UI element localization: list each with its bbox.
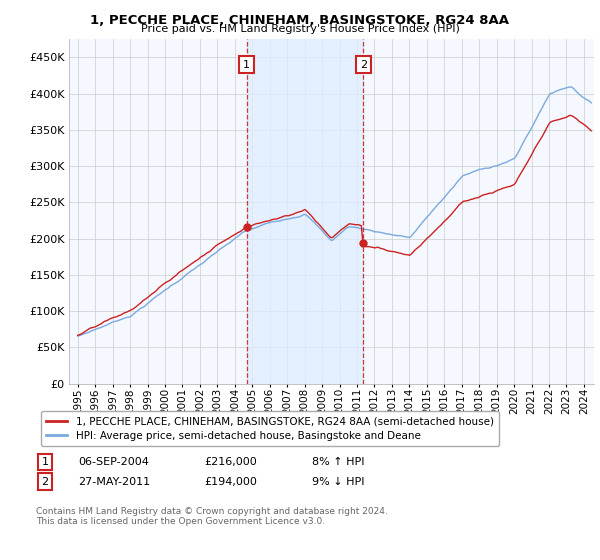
Legend: 1, PECCHE PLACE, CHINEHAM, BASINGSTOKE, RG24 8AA (semi-detached house), HPI: Ave: 1, PECCHE PLACE, CHINEHAM, BASINGSTOKE, … bbox=[41, 411, 499, 446]
Text: 27-MAY-2011: 27-MAY-2011 bbox=[78, 477, 150, 487]
Text: Price paid vs. HM Land Registry's House Price Index (HPI): Price paid vs. HM Land Registry's House … bbox=[140, 24, 460, 34]
Text: Contains HM Land Registry data © Crown copyright and database right 2024.
This d: Contains HM Land Registry data © Crown c… bbox=[36, 507, 388, 526]
Text: 1: 1 bbox=[41, 457, 49, 467]
Text: 1, PECCHE PLACE, CHINEHAM, BASINGSTOKE, RG24 8AA: 1, PECCHE PLACE, CHINEHAM, BASINGSTOKE, … bbox=[91, 14, 509, 27]
Text: 1: 1 bbox=[243, 59, 250, 69]
Text: 9% ↓ HPI: 9% ↓ HPI bbox=[312, 477, 365, 487]
Bar bbox=[247, 39, 364, 384]
Text: 06-SEP-2004: 06-SEP-2004 bbox=[78, 457, 149, 467]
Text: 2: 2 bbox=[41, 477, 49, 487]
Text: 8% ↑ HPI: 8% ↑ HPI bbox=[312, 457, 365, 467]
Text: 2: 2 bbox=[360, 59, 367, 69]
Text: £216,000: £216,000 bbox=[204, 457, 257, 467]
Text: £194,000: £194,000 bbox=[204, 477, 257, 487]
